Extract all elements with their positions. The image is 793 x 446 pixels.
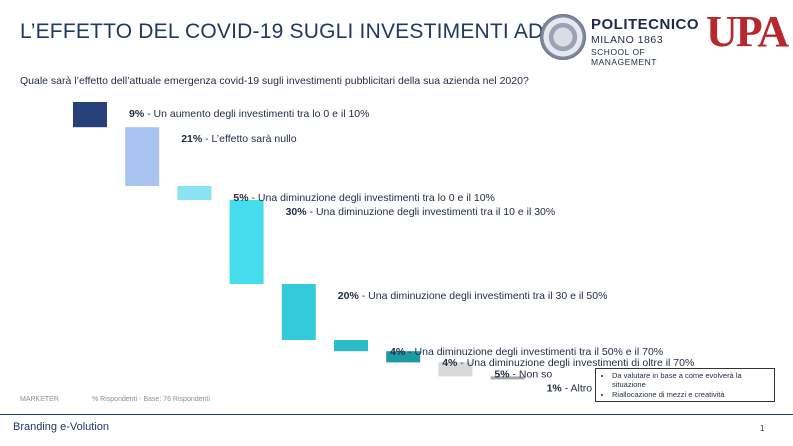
waterfall-bar (490, 376, 525, 380)
waterfall-bar (334, 340, 368, 352)
waterfall-bar (125, 127, 160, 186)
polimi-name: POLITECNICO (591, 16, 700, 33)
waterfall-bar (229, 200, 264, 284)
footer-brand: Branding e-Volution (13, 421, 110, 433)
polimi-school: SCHOOL OF MANAGEMENT (591, 47, 657, 67)
source-label: MARKETER (20, 396, 59, 403)
base-label: % Rispondenti - Base: 76 Rispondenti (92, 396, 210, 403)
polimi-seal-icon (540, 14, 586, 60)
bar-label: 21% - L’effetto sarà nullo (181, 133, 297, 145)
bar-label: 30% - Una diminuzione degli investimenti… (286, 206, 556, 218)
notes-box: Da valutare in base a come evolverà la s… (595, 368, 775, 402)
polimi-logo: POLITECNICO MILANO 1863 SCHOOL OF MANAGE… (540, 14, 700, 67)
waterfall-bar (438, 362, 473, 377)
waterfall-bar (281, 284, 316, 340)
waterfall-bar (73, 102, 107, 128)
waterfall-bar (386, 351, 421, 363)
waterfall-bar (177, 186, 212, 200)
polimi-subtitle: MILANO 1863 (591, 34, 664, 46)
bar-label: 20% - Una diminuzione degli investimenti… (338, 290, 608, 302)
bar-label: 4% - Una diminuzione degli investimenti … (390, 346, 663, 358)
page-title: L’EFFETTO DEL COVID-19 SUGLI INVESTIMENT… (20, 20, 558, 43)
bar-label: 4% - Una diminuzione degli investimenti … (442, 357, 694, 369)
survey-question: Quale sarà l’effetto dell’attuale emerge… (20, 75, 529, 87)
note-item: Da valutare in base a come evolverà la s… (612, 371, 770, 389)
footer-divider (0, 414, 793, 415)
bar-label: 5% - Una diminuzione degli investimenti … (233, 192, 494, 204)
note-item: Riallocazione di mezzi e creatività (612, 390, 770, 399)
page-number: 1 (760, 424, 765, 433)
bar-label: 9% - Un aumento degli investimenti tra l… (129, 108, 369, 120)
upa-logo: UPA (706, 7, 789, 56)
bar-label: 1% - Altro (547, 382, 593, 394)
bar-label: 5% - Non so (494, 368, 552, 380)
